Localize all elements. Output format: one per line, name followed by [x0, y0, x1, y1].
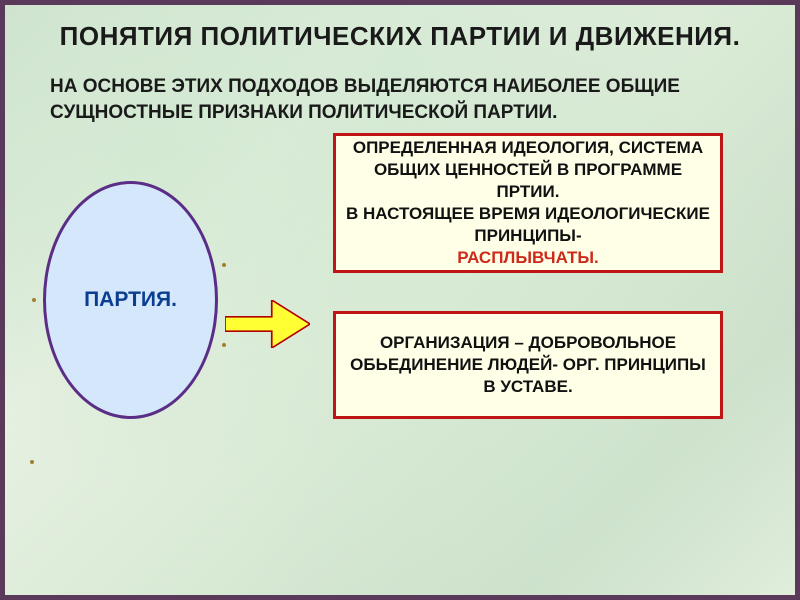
dot-icon: [30, 460, 34, 464]
party-ellipse: ПАРТИЯ.: [43, 181, 218, 419]
organization-box-text: ОРГАНИЗАЦИЯ – ДОБРОВОЛЬНОЕ ОБЬЕДИНЕНИЕ Л…: [346, 332, 710, 398]
slide-subtitle: НА ОСНОВЕ ЭТИХ ПОДХОДОВ ВЫДЕЛЯЮТСЯ НАИБО…: [5, 62, 795, 133]
ideology-box: ОПРЕДЕЛЕННАЯ ИДЕОЛОГИЯ, СИСТЕМА ОБЩИХ ЦЕ…: [333, 133, 723, 273]
organization-box: ОРГАНИЗАЦИЯ – ДОБРОВОЛЬНОЕ ОБЬЕДИНЕНИЕ Л…: [333, 311, 723, 419]
ideology-box-text: ОПРЕДЕЛЕННАЯ ИДЕОЛОГИЯ, СИСТЕМА ОБЩИХ ЦЕ…: [346, 137, 710, 247]
diagram-area: ПАРТИЯ. ОПРЕДЕЛЕННАЯ ИДЕОЛОГИЯ, СИСТЕМА …: [5, 133, 795, 473]
party-ellipse-label: ПАРТИЯ.: [76, 288, 185, 312]
dot-icon: [32, 298, 36, 302]
slide-content: ПОНЯТИЯ ПОЛИТИЧЕСКИХ ПАРТИИ И ДВИЖЕНИЯ. …: [5, 5, 795, 595]
ideology-box-red-text: РАСПЛЫВЧАТЫ.: [346, 247, 710, 269]
arrow-icon: [225, 300, 310, 348]
dot-icon: [222, 263, 226, 267]
slide-title: ПОНЯТИЯ ПОЛИТИЧЕСКИХ ПАРТИИ И ДВИЖЕНИЯ.: [5, 5, 795, 62]
